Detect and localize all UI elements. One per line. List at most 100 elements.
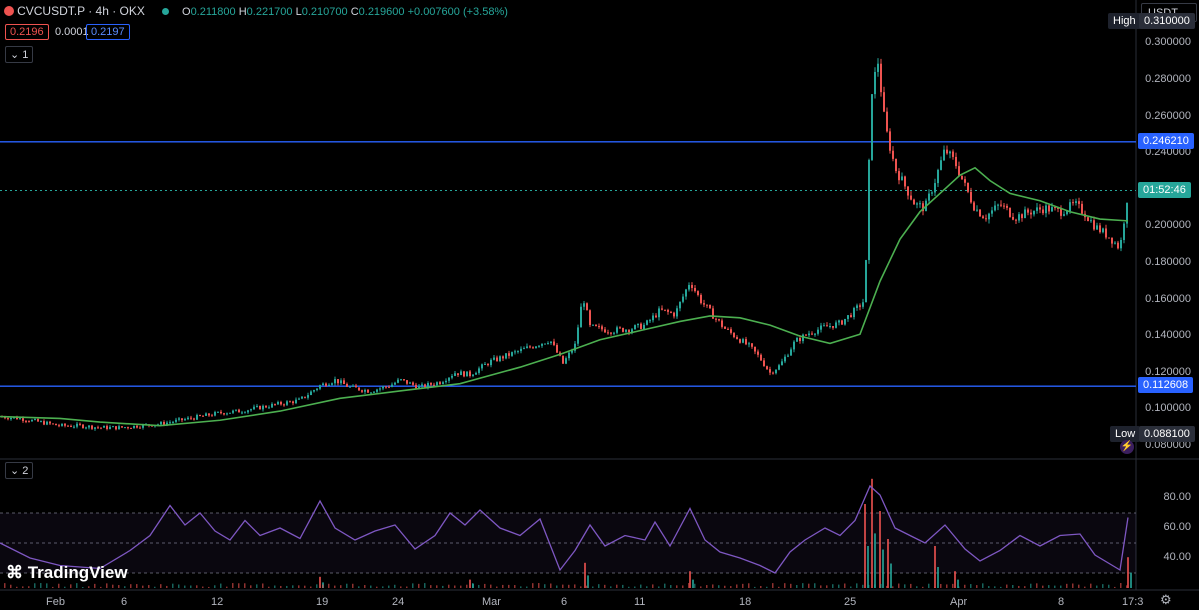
candle-body (169, 422, 171, 424)
volume-bar (1114, 586, 1116, 588)
volume-bar (280, 585, 282, 588)
moving-average-line (0, 166, 1129, 427)
volume-bar (871, 478, 873, 588)
volume-bar (1090, 583, 1092, 588)
volume-bar (268, 586, 270, 588)
volume-bar (736, 584, 738, 588)
candle-body (1126, 202, 1128, 224)
volume-bar (220, 583, 222, 588)
candle-body (613, 332, 615, 334)
candle-body (457, 373, 459, 376)
candle-body (520, 348, 522, 352)
candle-body (823, 325, 825, 327)
candle-body (634, 325, 636, 330)
volume-bar (316, 584, 318, 588)
volume-bar (887, 539, 889, 588)
candle-body (178, 418, 180, 420)
pane1-collapse-button[interactable]: ⌄ 1 (5, 46, 34, 63)
tradingview-logo: ⌘ TradingView (6, 563, 128, 583)
settings-gear-icon[interactable]: ⚙ (1160, 592, 1172, 607)
candle-body (904, 176, 906, 187)
volume-bar (352, 583, 354, 588)
candle-body (259, 405, 261, 410)
volume-bar (890, 563, 892, 588)
candle-body (121, 426, 123, 428)
volume-bar (976, 585, 978, 588)
candle-body (364, 389, 366, 392)
candle-body (313, 390, 315, 392)
candle-body (256, 405, 258, 407)
volume-bar (292, 585, 294, 588)
volume-bar (334, 585, 336, 588)
candle-body (901, 176, 903, 181)
candle-body (76, 423, 78, 427)
volume-bar (328, 583, 330, 588)
candle-body (406, 380, 408, 384)
volume-bar (820, 585, 822, 588)
volume-bar (1120, 583, 1122, 588)
volume-bar (70, 584, 72, 588)
volume-bar (544, 584, 546, 588)
candle-body (1096, 225, 1098, 230)
volume-bar (442, 585, 444, 588)
candle-body (757, 351, 759, 355)
candle-body (103, 425, 105, 428)
candle-body (1057, 207, 1059, 209)
candle-body (436, 382, 438, 386)
candle-body (82, 424, 84, 428)
volume-bar (712, 584, 714, 588)
candle-body (517, 351, 519, 353)
candle-body (19, 418, 21, 420)
candle-body (490, 359, 492, 366)
volume-bar (796, 585, 798, 588)
volume-bar (628, 586, 630, 588)
candle-body (1099, 225, 1101, 233)
volume-bar (274, 585, 276, 588)
volume-bar (832, 584, 834, 588)
volume-bar (406, 586, 408, 588)
candle-body (769, 369, 771, 373)
candle-body (844, 318, 846, 325)
volume-bar (634, 586, 636, 588)
sell-price-button[interactable]: 0.2196 (5, 24, 49, 40)
candle-body (493, 357, 495, 360)
lightning-icon[interactable]: ⚡ (1120, 440, 1134, 454)
volume-bar (40, 583, 42, 588)
volume-bar (526, 586, 528, 588)
hline-price-tag[interactable]: 0.246210 (1138, 132, 1194, 149)
price-tick-label: 0.240000 (1145, 146, 1191, 159)
candle-body (874, 71, 876, 95)
candle-body (856, 305, 858, 308)
volume-bar (238, 583, 240, 588)
candle-body (1081, 203, 1083, 214)
volume-bar (622, 584, 624, 588)
candle-body (190, 417, 192, 419)
candle-body (250, 409, 252, 411)
candle-body (979, 209, 981, 217)
hline-price-tag[interactable]: 0.112608 (1138, 377, 1194, 394)
rsi-line (0, 484, 1129, 574)
volume-bar (82, 586, 84, 588)
candle-body (463, 371, 465, 377)
volume-bar (88, 586, 90, 588)
volume-bar (886, 585, 888, 588)
candle-body (622, 327, 624, 332)
candle-body (736, 337, 738, 340)
candle-body (223, 413, 225, 415)
volume-bar (262, 583, 264, 588)
candle-body (193, 418, 195, 420)
candle-body (1039, 207, 1041, 210)
candle-body (574, 343, 576, 351)
buy-price-button[interactable]: 0.2197 (86, 24, 130, 40)
candle-body (820, 325, 822, 330)
pane2-collapse-button[interactable]: ⌄ 2 (5, 462, 34, 479)
candle-body (142, 424, 144, 428)
candle-body (733, 332, 735, 338)
volume-bar (874, 584, 876, 588)
candle-body (601, 326, 603, 330)
symbol-title[interactable]: CVCUSDT.P · 4h · OKX (17, 4, 145, 18)
volume-bar (478, 584, 480, 588)
candle-body (1012, 216, 1014, 220)
volume-bar (52, 586, 54, 588)
